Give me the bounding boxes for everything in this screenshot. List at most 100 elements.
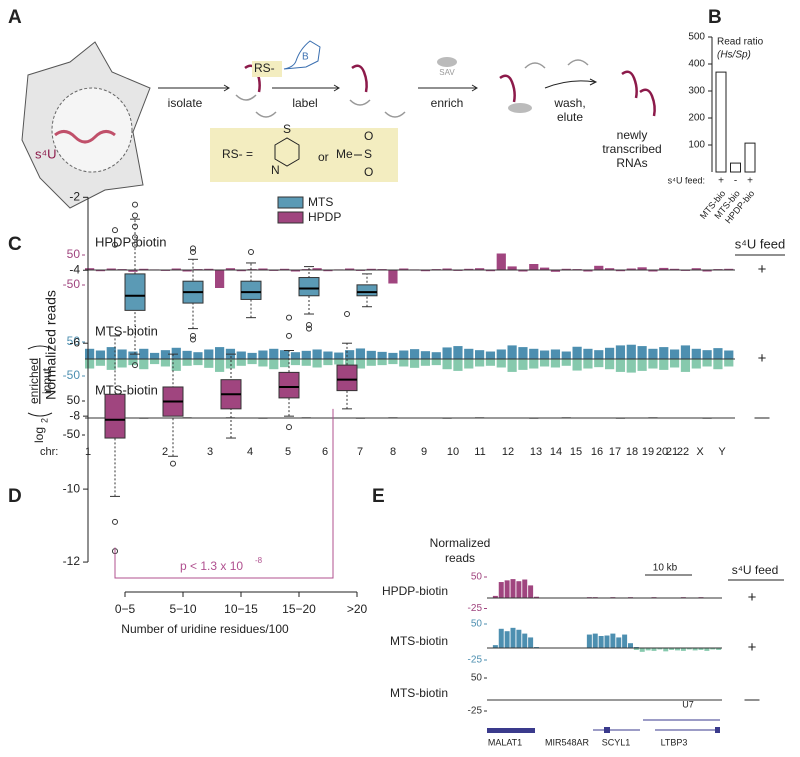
signal-bar xyxy=(550,359,561,368)
signal-bar xyxy=(182,350,192,359)
chromosome-label: 17 xyxy=(609,446,621,458)
signal-bar xyxy=(540,267,550,270)
annotation-exp: -8 xyxy=(255,556,263,565)
track-name: MTS-biotin xyxy=(390,686,448,700)
signal-bar xyxy=(345,359,355,368)
gene-label: SCYL1 xyxy=(602,737,631,747)
signal-bar xyxy=(583,359,593,369)
chromosome-label: X xyxy=(696,446,704,458)
gene xyxy=(715,727,720,733)
track-name: MTS-biotin xyxy=(95,323,158,338)
outlier xyxy=(112,227,118,234)
y-tick-label: -25 xyxy=(468,706,483,717)
x-tick-label: 5−10 xyxy=(169,602,196,616)
signal-bar xyxy=(442,268,452,270)
signal-bar xyxy=(704,648,710,651)
box xyxy=(356,284,378,297)
signal-bar xyxy=(215,359,225,372)
signal-bar xyxy=(572,346,582,359)
signal-bar xyxy=(626,344,636,359)
signal-bar xyxy=(518,270,528,272)
gene-label: U7 xyxy=(682,699,694,709)
ylabel-part: 2 xyxy=(39,418,49,423)
signal-bar xyxy=(594,265,604,270)
signal-bar xyxy=(323,359,333,366)
signal-bar xyxy=(529,264,539,270)
signal-bar xyxy=(345,268,355,270)
x-tick-label: 0−5 xyxy=(115,602,136,616)
legend-swatch xyxy=(277,211,304,224)
signal-bar xyxy=(269,348,279,359)
signal-bar xyxy=(345,350,355,359)
signal-bar xyxy=(323,270,333,272)
outlier xyxy=(170,460,176,467)
signal-bar xyxy=(561,359,571,366)
signal-bar xyxy=(355,348,366,359)
y-tick-label: -25 xyxy=(468,603,483,614)
signal-bar xyxy=(106,347,116,359)
chart-subtitle: (Hs/Sp) xyxy=(717,50,751,61)
signal-bar xyxy=(680,648,686,651)
signal-bar xyxy=(355,359,366,369)
signal-bar xyxy=(691,359,701,369)
signal-bar xyxy=(610,633,616,648)
signal-bar xyxy=(522,633,528,648)
ylabel-part: enriched xyxy=(27,358,41,404)
signal-bar xyxy=(139,348,149,359)
outlier xyxy=(248,249,254,256)
signal-bar xyxy=(377,351,387,359)
signal-bar xyxy=(645,648,651,651)
y-tick-label: -50 xyxy=(63,427,81,441)
product-label: RNAs xyxy=(616,156,647,170)
feed-sign: + xyxy=(718,176,724,187)
signal-bar xyxy=(516,581,522,598)
signal-bar xyxy=(594,359,604,368)
chromosome-label: 20 xyxy=(656,446,668,458)
signal-bar xyxy=(475,268,485,270)
signal-bar xyxy=(648,359,658,369)
outlier xyxy=(112,241,118,248)
feed-sign: - xyxy=(734,176,737,187)
chromosome-label: 8 xyxy=(390,446,396,458)
signal-bar xyxy=(485,270,496,272)
signal-bar xyxy=(280,268,290,270)
signal-bar xyxy=(496,253,506,270)
signal-bar xyxy=(496,349,506,359)
signal-bar xyxy=(615,345,626,359)
sav xyxy=(437,57,457,67)
signal-bar xyxy=(648,270,658,272)
signal-bar xyxy=(85,268,95,270)
step-label: enrich xyxy=(431,96,464,110)
y-tick-label: 200 xyxy=(688,113,705,124)
signal-bar xyxy=(366,268,376,270)
chromosome-label: 11 xyxy=(474,446,485,458)
signal-bar xyxy=(605,359,615,370)
y-tick-label: -8 xyxy=(69,408,80,422)
signal-bar xyxy=(507,266,517,270)
signal-bar xyxy=(95,270,106,272)
y-tick-label: 50 xyxy=(471,572,483,583)
feed-title: s⁴U feed xyxy=(732,563,779,577)
signal-bar xyxy=(663,648,669,652)
signal-bar xyxy=(692,648,698,651)
signal-bar xyxy=(550,349,561,359)
definition-box xyxy=(210,128,398,182)
signal-bar xyxy=(651,648,657,651)
arrows xyxy=(158,78,598,92)
signal-bar xyxy=(312,268,322,270)
outlier xyxy=(190,336,196,343)
feed-sign: — xyxy=(755,409,770,426)
signal-bar xyxy=(691,348,701,359)
signal-bar xyxy=(670,268,680,270)
signal-bar xyxy=(639,648,645,652)
signal-bar xyxy=(442,347,452,359)
chromosome-label: 10 xyxy=(447,446,459,458)
signal-bar xyxy=(388,270,398,284)
outlier xyxy=(132,212,138,219)
signal-bar xyxy=(453,346,463,359)
signal-bar xyxy=(686,648,692,650)
signal-bar xyxy=(498,628,504,648)
signal-bar xyxy=(698,648,704,650)
box xyxy=(298,277,320,297)
signal-bar xyxy=(280,359,290,368)
